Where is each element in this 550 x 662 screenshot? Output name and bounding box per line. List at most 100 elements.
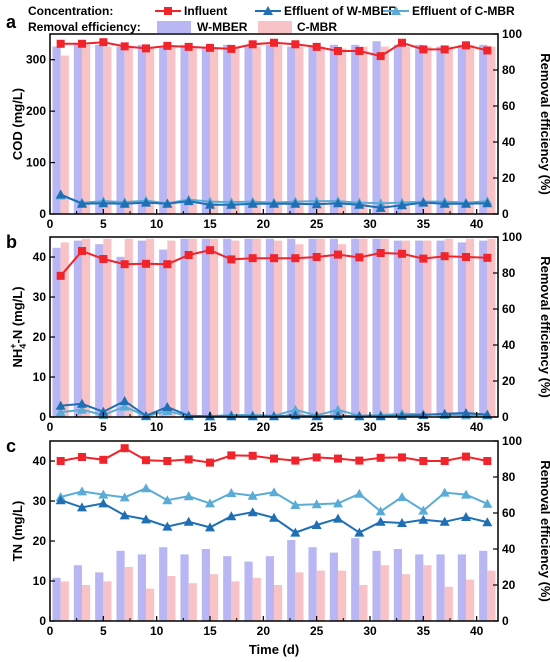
point-influent-33 (398, 453, 406, 462)
x-tick-label: 35 (417, 420, 431, 434)
bar-bar_wmber-5 (95, 244, 104, 417)
x-tick-label: 5 (100, 420, 107, 434)
bar-bar_cmbr-37 (444, 46, 453, 214)
x-tick-label: 15 (203, 624, 217, 638)
point-effluent_cmbr-1 (55, 407, 66, 417)
point-effluent_wmber-5 (98, 498, 109, 508)
bar-bar_wmber-35 (415, 554, 424, 621)
y2-tick-label: 60 (502, 506, 516, 520)
bar-bar_cmbr-35 (423, 565, 432, 621)
legend-influent-swatch-marker (164, 7, 172, 15)
bar-bar_wmber-41 (479, 550, 488, 621)
bar-bar_wmber-27 (329, 552, 338, 621)
point-effluent_wmber-3 (77, 398, 87, 408)
point-effluent_cmbr-31 (375, 506, 386, 516)
point-effluent_wmber-37 (439, 408, 450, 418)
bar-bar_cmbr-13 (188, 238, 197, 417)
bar-bar_wmber-9 (137, 240, 146, 417)
legend-removal-title: Removal efficiency: (28, 20, 141, 34)
bar-bar_cmbr-15 (210, 574, 219, 621)
y-axis-left: 0 100 200 300 (26, 53, 55, 221)
point-effluent_wmber-7 (119, 510, 130, 520)
bar-bar_wmber-17 (223, 238, 232, 417)
point-influent-33 (398, 38, 406, 47)
bar-bar_wmber-15 (201, 46, 210, 214)
bar-bar_cmbr-41 (487, 570, 496, 621)
point-effluent_cmbr-19 (247, 490, 258, 500)
legend-effluent-wmber-label: Effluent of W-MBER (284, 4, 398, 18)
y-axis-left: 0 10 20 30 40 (33, 250, 55, 424)
bar-bar_wmber-5 (95, 44, 104, 214)
bar-bar_cmbr-31 (380, 238, 389, 417)
bar-bar_wmber-3 (73, 240, 82, 417)
bar-bar_wmber-11 (159, 249, 168, 417)
x-tick-label: 0 (47, 420, 54, 434)
x-tick-label: 15 (203, 217, 217, 231)
bar-bar_wmber-19 (244, 238, 253, 417)
bar-bar_wmber-31 (372, 41, 381, 215)
y2-axis-label: Removal efficiency (%) (538, 256, 550, 398)
x-tick-label: 40 (470, 420, 484, 434)
point-effluent_cmbr-17 (226, 488, 237, 497)
legend-concentration-title: Concentration: (28, 4, 114, 18)
point-effluent_wmber-21 (269, 411, 279, 421)
x-tick-label: 20 (257, 420, 271, 434)
point-influent-25 (312, 42, 321, 51)
bar-bar_wmber-25 (308, 238, 317, 417)
bar-bar_cmbr-25 (316, 570, 325, 621)
bar-bar_cmbr-15 (210, 48, 219, 215)
bar-bar_cmbr-21 (274, 44, 283, 214)
bar-bar_cmbr-5 (103, 581, 112, 621)
point-effluent_wmber-35 (418, 514, 429, 524)
bar-bar_cmbr-33 (402, 46, 411, 214)
point-effluent_wmber-15 (205, 522, 215, 532)
point-effluent_wmber-13 (183, 196, 194, 206)
y2-tick-label: 80 (502, 266, 516, 280)
point-effluent_wmber-33 (397, 518, 407, 527)
x-axis: 0 5 10 15 20 25 30 35 40 (47, 412, 484, 434)
y-tick-label: 0 (39, 410, 46, 424)
y2-tick-label: 60 (502, 302, 516, 316)
point-effluent_wmber-25 (311, 520, 322, 529)
point-influent-31 (376, 52, 385, 61)
point-influent-23 (291, 456, 300, 465)
y-tick-label: 0 (39, 614, 46, 628)
point-influent-1 (56, 457, 65, 465)
y-axis-right: 0 20 40 60 80 100 (493, 434, 522, 628)
bar-bar_wmber-21 (265, 44, 274, 214)
point-effluent_cmbr-11 (162, 495, 173, 505)
point-influent-5 (99, 455, 108, 464)
point-effluent_wmber-5 (98, 198, 109, 208)
point-influent-13 (184, 251, 193, 259)
point-effluent_wmber-11 (162, 198, 173, 208)
point-influent-11 (163, 457, 172, 465)
bar-bar_wmber-1 (52, 577, 61, 621)
point-effluent_cmbr-3 (77, 486, 87, 496)
point-effluent_cmbr-9 (141, 483, 151, 493)
point-effluent_wmber-31 (375, 516, 386, 526)
bar-bar_cmbr-9 (146, 46, 155, 214)
x-tick-label: 5 (100, 217, 107, 231)
point-effluent_cmbr-3 (77, 404, 87, 414)
point-effluent_cmbr-7 (119, 492, 130, 502)
bar-bar_wmber-31 (372, 550, 381, 621)
y-tick-label: 300 (26, 53, 46, 67)
point-influent-25 (312, 253, 321, 261)
bar-bar_wmber-39 (457, 554, 466, 621)
bar-bar_cmbr-3 (82, 585, 91, 621)
point-influent-41 (483, 457, 492, 465)
y-tick-label: 40 (33, 250, 47, 264)
point-effluent_cmbr-39 (461, 489, 471, 499)
point-influent-29 (355, 46, 364, 55)
y2-tick-label: 60 (502, 99, 516, 113)
point-influent-17 (227, 44, 236, 53)
point-influent-35 (419, 457, 428, 465)
point-effluent_wmber-11 (162, 402, 173, 411)
bar-bar_cmbr-13 (188, 583, 197, 621)
point-effluent_cmbr-15 (205, 498, 215, 508)
panel-letter: b (6, 232, 17, 252)
point-effluent_wmber-39 (461, 408, 471, 417)
bar-bar_cmbr-19 (252, 238, 261, 417)
point-effluent_cmbr-13 (183, 491, 194, 501)
